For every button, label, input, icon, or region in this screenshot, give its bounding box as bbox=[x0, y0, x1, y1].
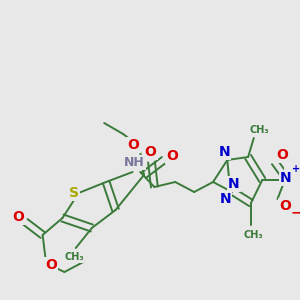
Text: CH₃: CH₃ bbox=[250, 125, 269, 135]
Text: CH₃: CH₃ bbox=[243, 230, 263, 240]
Text: O: O bbox=[279, 199, 291, 213]
Text: O: O bbox=[167, 149, 178, 163]
Text: O: O bbox=[45, 258, 57, 272]
Text: CH₃: CH₃ bbox=[64, 252, 84, 262]
Text: −: − bbox=[291, 205, 300, 219]
Text: +: + bbox=[292, 164, 300, 174]
Text: N: N bbox=[219, 145, 230, 159]
Text: O: O bbox=[276, 148, 288, 162]
Text: O: O bbox=[128, 138, 140, 152]
Text: O: O bbox=[12, 210, 24, 224]
Text: N: N bbox=[228, 177, 240, 191]
Text: S: S bbox=[69, 186, 79, 200]
Text: N: N bbox=[220, 192, 231, 206]
Text: NH: NH bbox=[124, 155, 145, 169]
Text: O: O bbox=[145, 145, 157, 159]
Text: N: N bbox=[280, 171, 292, 185]
